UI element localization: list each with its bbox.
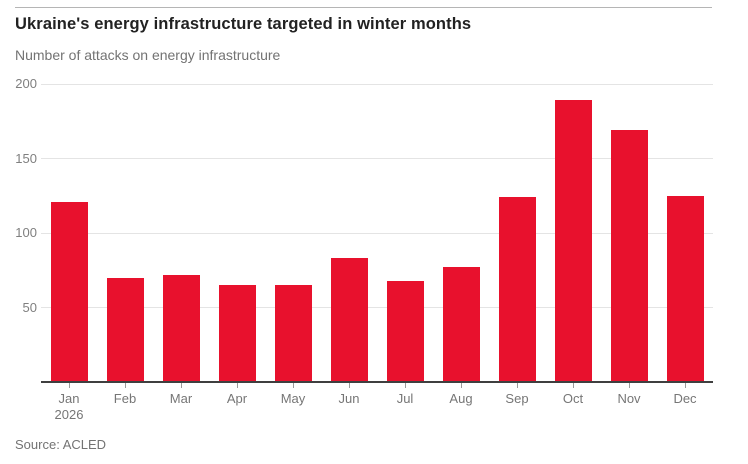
bar-sep xyxy=(498,197,536,382)
bar-apr xyxy=(218,285,256,382)
y-axis-label-50: 50 xyxy=(22,299,37,315)
x-tick-jul xyxy=(405,383,406,388)
x-axis-label-nov: Nov xyxy=(617,391,641,406)
y-axis-label-150: 150 xyxy=(15,150,37,166)
bar-nov xyxy=(610,130,648,382)
x-axis-label-dec: Dec xyxy=(673,391,697,406)
bar-jan xyxy=(50,201,88,382)
x-axis-label-aug: Aug xyxy=(449,391,473,406)
x-tick-may xyxy=(293,383,294,388)
y-axis-label-100: 100 xyxy=(15,225,37,240)
x-tick-aug xyxy=(461,383,462,388)
x-tick-oct xyxy=(573,383,574,388)
x-tick-jan xyxy=(69,383,70,388)
x-tick-sep xyxy=(517,383,518,388)
bar-dec xyxy=(666,195,704,382)
chart-subtitle: Number of attacks on energy infrastructu… xyxy=(15,47,281,63)
bar-jun xyxy=(330,258,368,382)
x-axis-label-apr: Apr xyxy=(226,391,248,406)
x-tick-apr xyxy=(237,383,238,388)
bar-jul xyxy=(386,280,424,382)
x-tick-dec xyxy=(685,383,686,388)
x-axis-label-mar: Mar xyxy=(169,391,193,406)
y-axis-label-200: 200 xyxy=(15,76,37,91)
x-axis-label-may: May xyxy=(280,391,306,406)
top-rule xyxy=(15,7,712,8)
x-tick-nov xyxy=(629,383,630,388)
bar-aug xyxy=(442,267,480,382)
source-note: Source: ACLED xyxy=(15,437,107,452)
bar-may xyxy=(274,285,312,382)
x-tick-jun xyxy=(349,383,350,388)
gridline-50 xyxy=(41,307,713,308)
x-axis-label-jun: Jun xyxy=(338,391,360,406)
x-axis-label-feb: Feb xyxy=(113,391,137,406)
bar-oct xyxy=(554,100,592,382)
x-tick-mar xyxy=(181,383,182,388)
x-axis-label-jul: Jul xyxy=(396,391,414,406)
x-axis-label-oct: Oct xyxy=(562,391,584,406)
x-axis-label-jan: Jan 2026 xyxy=(54,391,84,422)
x-axis-line xyxy=(41,381,713,383)
gridline-200 xyxy=(41,83,713,85)
gridline-100 xyxy=(41,232,713,234)
bar-mar xyxy=(162,274,200,382)
chart-title: Ukraine's energy infrastructure targeted… xyxy=(15,15,472,33)
gridline-150 xyxy=(41,158,713,159)
bar-feb xyxy=(106,277,144,382)
x-axis-label-sep: Sep xyxy=(505,391,529,406)
x-tick-feb xyxy=(125,383,126,388)
